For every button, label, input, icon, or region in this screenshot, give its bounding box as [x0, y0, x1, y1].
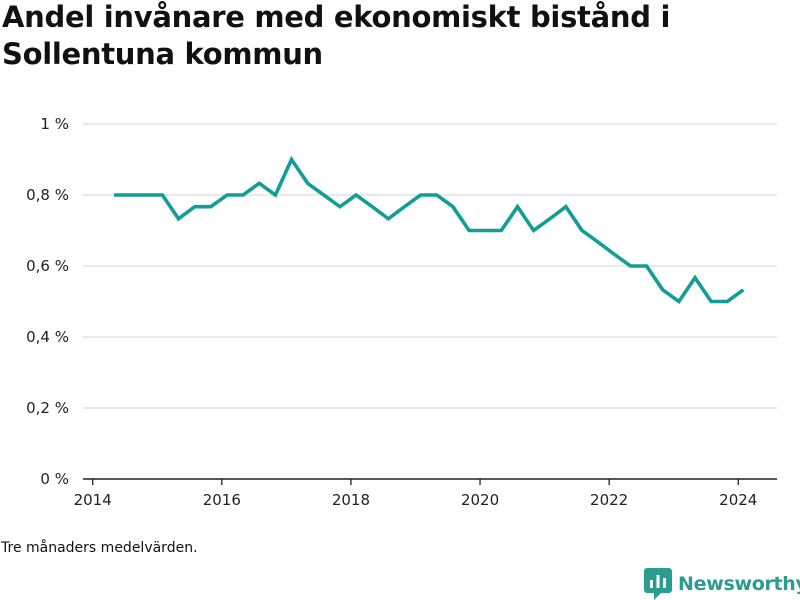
brand-logo: Newsworthy: [644, 568, 800, 600]
gridlines: [83, 123, 777, 409]
axes: 0 % 0,2 % 0,4 % 0,6 % 0,8 % 1 % 2014 2016 2018 20…: [26, 115, 777, 509]
x-tick-label: 2020: [461, 491, 499, 509]
x-tick-label: 2022: [590, 491, 628, 509]
y-tick-label: 0,6 %: [26, 257, 69, 275]
series-layer: [114, 155, 745, 305]
x-tick-label: 2016: [203, 491, 241, 509]
x-tick-label: 2018: [332, 491, 370, 509]
y-tick-label: 0,4 %: [26, 328, 69, 346]
y-tick-label: 1 %: [40, 115, 69, 133]
y-tick-label: 0,2 %: [26, 399, 69, 417]
chart-title: Andel invånare med ekonomiskt bistånd i …: [2, 0, 671, 71]
chart-note: Tre månaders medelvärden.: [1, 540, 198, 556]
series-line: [114, 155, 745, 305]
x-tick-label: 2014: [74, 491, 112, 509]
x-tick-label: 2024: [719, 491, 757, 509]
brand-name: Newsworthy: [678, 573, 800, 595]
y-tick-label: 0,8 %: [26, 186, 69, 204]
y-tick-label: 0 %: [40, 470, 69, 488]
newsworthy-logo-icon: [644, 568, 672, 600]
